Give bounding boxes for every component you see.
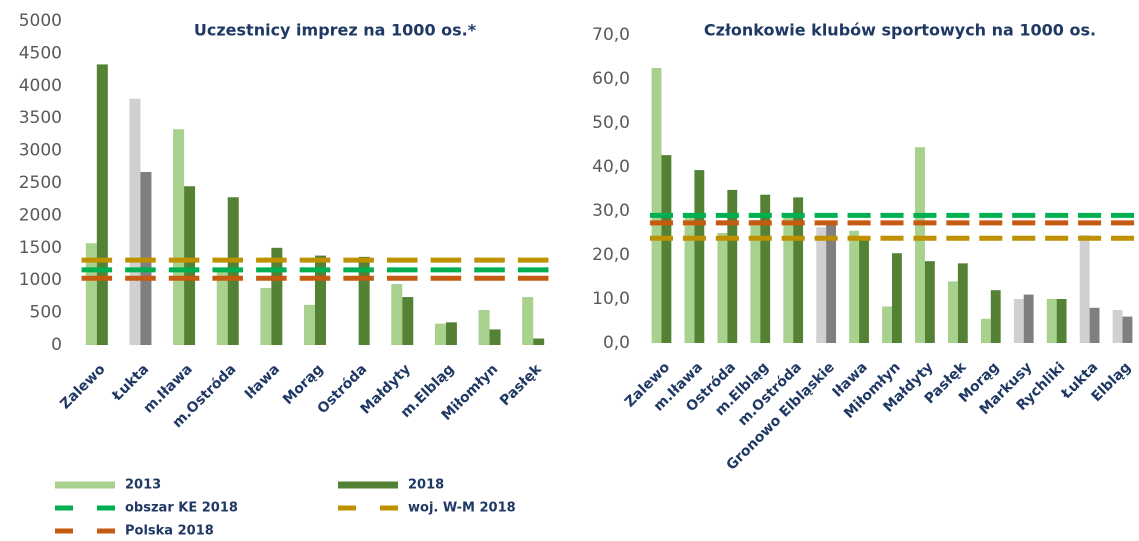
legend-label: 2013 (125, 478, 161, 493)
y-tick-label: 30,0 (592, 201, 630, 221)
bar (445, 322, 457, 345)
bar (717, 233, 728, 343)
y-tick-label: 1500 (19, 238, 62, 258)
y-tick-label: 50,0 (592, 113, 630, 133)
bar (173, 129, 185, 345)
bar (816, 227, 827, 343)
bar (957, 263, 968, 343)
bar (96, 64, 108, 345)
y-tick-label: 20,0 (592, 245, 630, 265)
bar (358, 256, 370, 345)
bar (727, 189, 738, 343)
bar (783, 216, 794, 343)
bar (750, 219, 761, 343)
bar (271, 247, 283, 345)
bar (216, 269, 228, 345)
y-tick-label: 3000 (19, 141, 62, 161)
bar (489, 329, 501, 345)
y-tick-label: 4000 (19, 76, 62, 96)
y-tick-label: 2500 (19, 173, 62, 193)
bar (694, 170, 705, 343)
y-tick-label: 10,0 (592, 289, 630, 309)
bar (402, 297, 414, 345)
bar (184, 186, 196, 345)
bar (1013, 299, 1024, 343)
bar (129, 98, 141, 345)
bar (980, 318, 991, 343)
x-tick-label: Pasłęk (497, 361, 545, 409)
bar (1023, 294, 1034, 343)
y-tick-label: 1000 (19, 270, 62, 290)
bar (1122, 316, 1133, 343)
y-tick-label: 3500 (19, 108, 62, 128)
bar (892, 253, 902, 343)
bar (915, 147, 925, 343)
y-tick-label: 2000 (19, 205, 62, 225)
bar (1046, 299, 1057, 343)
x-tick-label: Zalewo (57, 361, 108, 412)
bar (1112, 310, 1123, 343)
bar (478, 310, 490, 345)
bar (924, 261, 935, 343)
y-tick-label: 500 (30, 303, 62, 323)
y-tick-label: 60,0 (592, 69, 630, 89)
bar (304, 304, 315, 345)
bar (315, 255, 326, 345)
chart-title: Uczestnicy imprez na 1000 os.* (194, 21, 477, 40)
y-tick-label: 70,0 (592, 25, 630, 45)
bar (793, 197, 804, 343)
bar (434, 323, 446, 345)
legend-label: woj. W-M 2018 (408, 501, 516, 516)
bar (1056, 299, 1067, 343)
bar (1089, 307, 1100, 343)
x-tick-label: Łukta (109, 361, 152, 404)
bar (859, 239, 869, 343)
bar (522, 297, 534, 345)
bar (990, 290, 1001, 343)
y-tick-label: 40,0 (592, 157, 630, 177)
y-tick-label: 0,0 (603, 333, 630, 353)
bar (85, 243, 97, 345)
legend-label: obszar KE 2018 (125, 501, 238, 516)
bar (661, 155, 672, 343)
bar (826, 221, 837, 343)
legend-label: 2018 (408, 478, 444, 493)
bar (651, 68, 662, 343)
chart-title: Członkowie klubów sportowych na 1000 os. (704, 21, 1096, 40)
y-tick-label: 5000 (19, 11, 62, 31)
legend-label: Polska 2018 (125, 524, 214, 539)
bar (849, 230, 860, 343)
y-tick-label: 0 (51, 335, 62, 355)
bar (684, 215, 695, 343)
bar (533, 338, 545, 345)
y-tick-label: 4500 (19, 43, 62, 63)
x-tick-label: Iława (242, 361, 283, 402)
bar (391, 284, 403, 345)
bar (760, 194, 771, 343)
bar (1079, 235, 1090, 343)
bar (947, 281, 958, 343)
bar (260, 287, 272, 345)
bar (882, 306, 892, 343)
